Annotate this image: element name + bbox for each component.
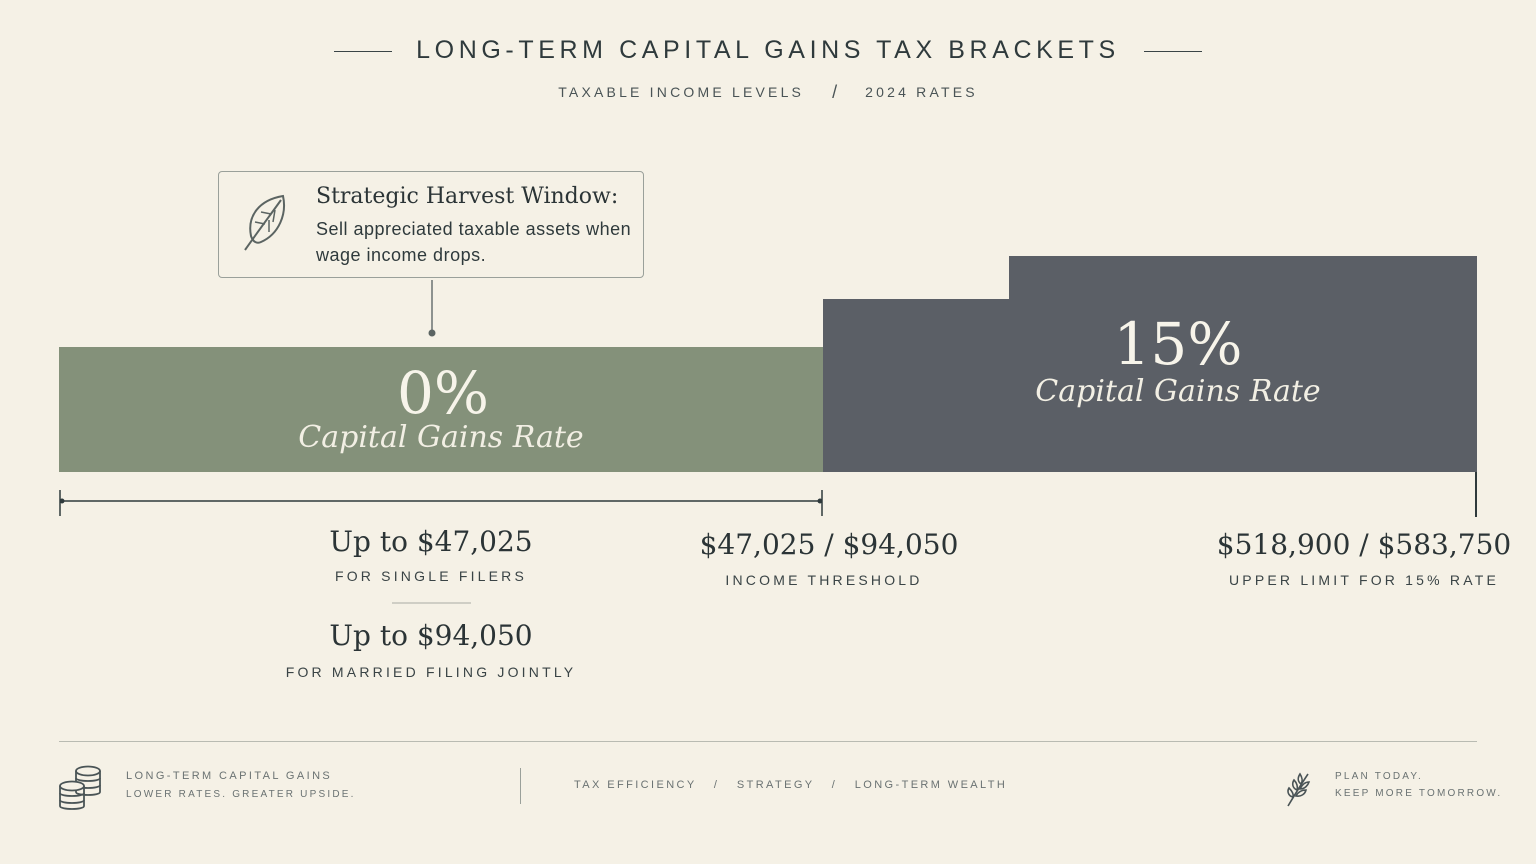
zero-rate-value: 0%: [396, 359, 489, 427]
zero-bracket-span-dot-left: [59, 498, 65, 504]
footer-center-item-1: TAX EFFICIENCY: [574, 779, 697, 791]
footer-center: TAX EFFICIENCY / STRATEGY / LONG-TERM WE…: [574, 779, 1007, 791]
single-filer-caption: FOR SINGLE FILERS: [334, 568, 528, 584]
threshold-amount: $47,025 / $94,050: [699, 528, 959, 561]
upper-limit-amount: $518,900 / $583,750: [1216, 528, 1512, 561]
threshold-caption: INCOME THRESHOLD: [725, 572, 923, 588]
footer-right-line-2: KEEP MORE TOMORROW.: [1335, 788, 1503, 799]
footer-rule: [59, 741, 1477, 742]
title-rule-right: [1144, 51, 1202, 52]
bracket-bar-15: [823, 256, 1477, 472]
zero-bracket-span-dot-right: [817, 498, 823, 504]
subtitle-right: 2024 RATES: [865, 84, 978, 100]
page-subtitle: TAXABLE INCOME LEVELS / 2024 RATES: [0, 81, 1536, 102]
subtitle-left: TAXABLE INCOME LEVELS: [558, 84, 805, 100]
footer-center-item-3: LONG-TERM WEALTH: [854, 779, 1008, 791]
footer-left-title: LONG-TERM CAPITAL GAINS: [126, 770, 333, 782]
footer-center-item-2: STRATEGY: [736, 779, 815, 791]
upper-limit-caption: UPPER LIMIT FOR 15% RATE: [1229, 572, 1499, 588]
footer-divider: [520, 768, 521, 804]
page-title: LONG-TERM CAPITAL GAINS TAX BRACKETS: [416, 36, 1120, 64]
sprig-icon: [1287, 772, 1311, 807]
bracket-bar-0: [59, 347, 823, 472]
leaf-icon: [244, 194, 285, 251]
footer-center-sep-1: /: [713, 779, 720, 791]
callout-text: Sell appreciated taxable assets when wag…: [316, 219, 632, 265]
footer-right-line-1: PLAN TODAY.: [1335, 771, 1423, 782]
callout-connector-dot: [428, 329, 436, 337]
joint-filer-amount: Up to $94,050: [329, 619, 533, 652]
footer-center-sep-2: /: [831, 779, 838, 791]
fifteen-rate-label: Capital Gains Rate: [1035, 374, 1321, 409]
single-filer-amount: Up to $47,025: [329, 525, 533, 558]
joint-filer-caption: FOR MARRIED FILING JOINTLY: [285, 664, 577, 680]
strategic-harvest-callout: Strategic Harvest Window: Sell appreciat…: [218, 171, 644, 278]
title-rule-left: [334, 51, 392, 52]
callout-heading: Strategic Harvest Window:: [316, 184, 619, 209]
coins-icon: [59, 765, 101, 810]
footer-left-tagline: LOWER RATES. GREATER UPSIDE.: [126, 789, 356, 800]
zero-rate-label: Capital Gains Rate: [298, 420, 584, 455]
subtitle-separator: /: [832, 82, 838, 102]
fifteen-rate-value: 15%: [1113, 310, 1243, 378]
